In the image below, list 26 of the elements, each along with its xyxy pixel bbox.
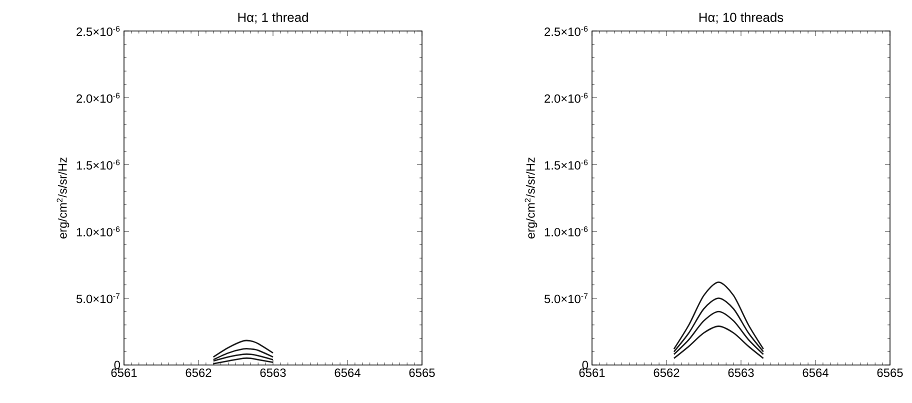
x-tick-label: 6565 [409, 368, 435, 377]
x-tick-label: 6564 [334, 368, 360, 377]
y-tick-label: 2.0×10$^{-6}$ [76, 92, 120, 103]
y-tick-label: 0 [114, 360, 120, 370]
y-tick-label: 1.0×10$^{-6}$ [544, 226, 588, 236]
y-tick-label: 2.0×10$^{-6}$ [544, 92, 588, 103]
y-tick-label: 0 [582, 360, 588, 370]
y-tick-label: 1.0×10$^{-6}$ [76, 226, 120, 236]
y-tick-label: 1.5×10$^{-6}$ [544, 160, 588, 170]
chart-title: Hα; 10 threads [699, 12, 784, 24]
x-tick-label: 6562 [654, 368, 680, 377]
x-tick-label: 6563 [728, 368, 754, 377]
chart-title: Hα; 1 thread [238, 12, 308, 24]
x-tick-label: 6564 [802, 368, 828, 377]
y-tick-label: 2.5×10$^{-6}$ [544, 26, 588, 36]
y-tick-label: 5.0×10$^{-7}$ [76, 293, 120, 304]
y-tick-label: 5.0×10$^{-7}$ [544, 293, 588, 304]
x-tick-label: 6563 [260, 368, 286, 377]
x-tick-label: 6561 [111, 368, 137, 377]
x-tick-label: 6565 [877, 368, 903, 377]
y-tick-label: 2.5×10$^{-6}$ [76, 26, 120, 36]
y-axis-title: erg/cm$^{2}$/s/sr/Hz [524, 158, 538, 238]
y-tick-label: 1.5×10$^{-6}$ [76, 160, 120, 170]
x-tick-label: 6562 [186, 368, 212, 377]
x-tick-label: 6561 [579, 368, 605, 377]
y-axis-title: erg/cm$^{2}$/s/sr/Hz [56, 158, 70, 238]
